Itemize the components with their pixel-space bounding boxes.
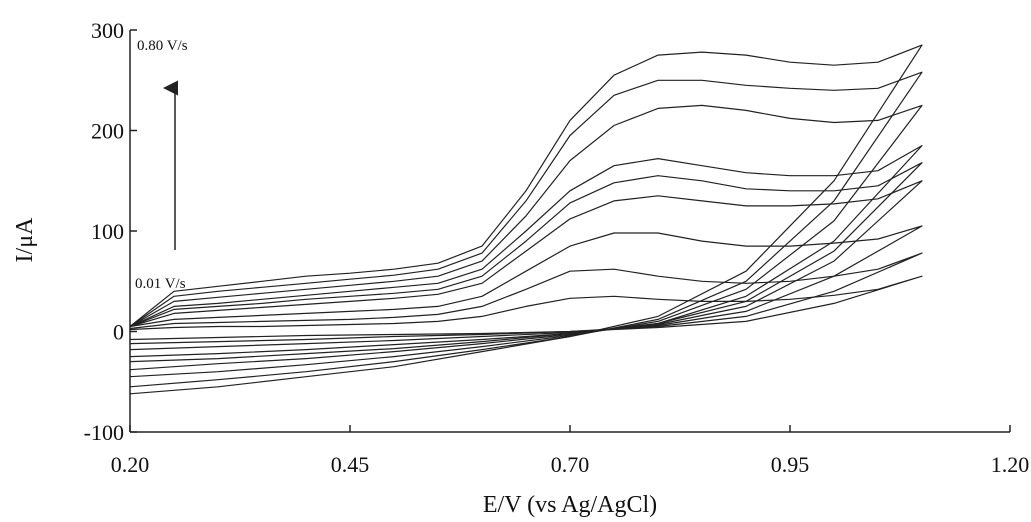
y-tick-label: 200	[91, 119, 124, 144]
cv-curve	[129, 44, 923, 395]
cv-curve	[129, 104, 923, 378]
cv-curve	[129, 180, 923, 358]
annotation: 0.01 V/s	[135, 276, 186, 292]
cv-curve	[129, 145, 923, 371]
cv-curve	[129, 71, 923, 388]
plot-area: -100 0 100 200 300 0.20 0.45 0.70 0.95 1.20	[84, 18, 1030, 477]
y-tick-label: 300	[91, 18, 124, 43]
y-axis-title: I/μA	[12, 217, 38, 263]
x-tick-label: 0.20	[111, 452, 150, 477]
cv-curve	[129, 275, 923, 341]
x-axis-title: E/V (vs Ag/AgCl)	[483, 492, 657, 518]
y-tick-label: 100	[91, 219, 124, 244]
x-tick-label: 1.20	[991, 452, 1030, 477]
annotation: 0.80 V/s	[137, 38, 188, 54]
x-tick-label: 0.45	[331, 452, 370, 477]
y-tick-label: -100	[84, 420, 124, 445]
cv-curve	[129, 162, 923, 363]
cv-curve	[129, 225, 923, 351]
y-tick-label: 0	[113, 320, 124, 345]
x-tick-label: 0.95	[771, 452, 810, 477]
x-tick-label: 0.70	[551, 452, 590, 477]
